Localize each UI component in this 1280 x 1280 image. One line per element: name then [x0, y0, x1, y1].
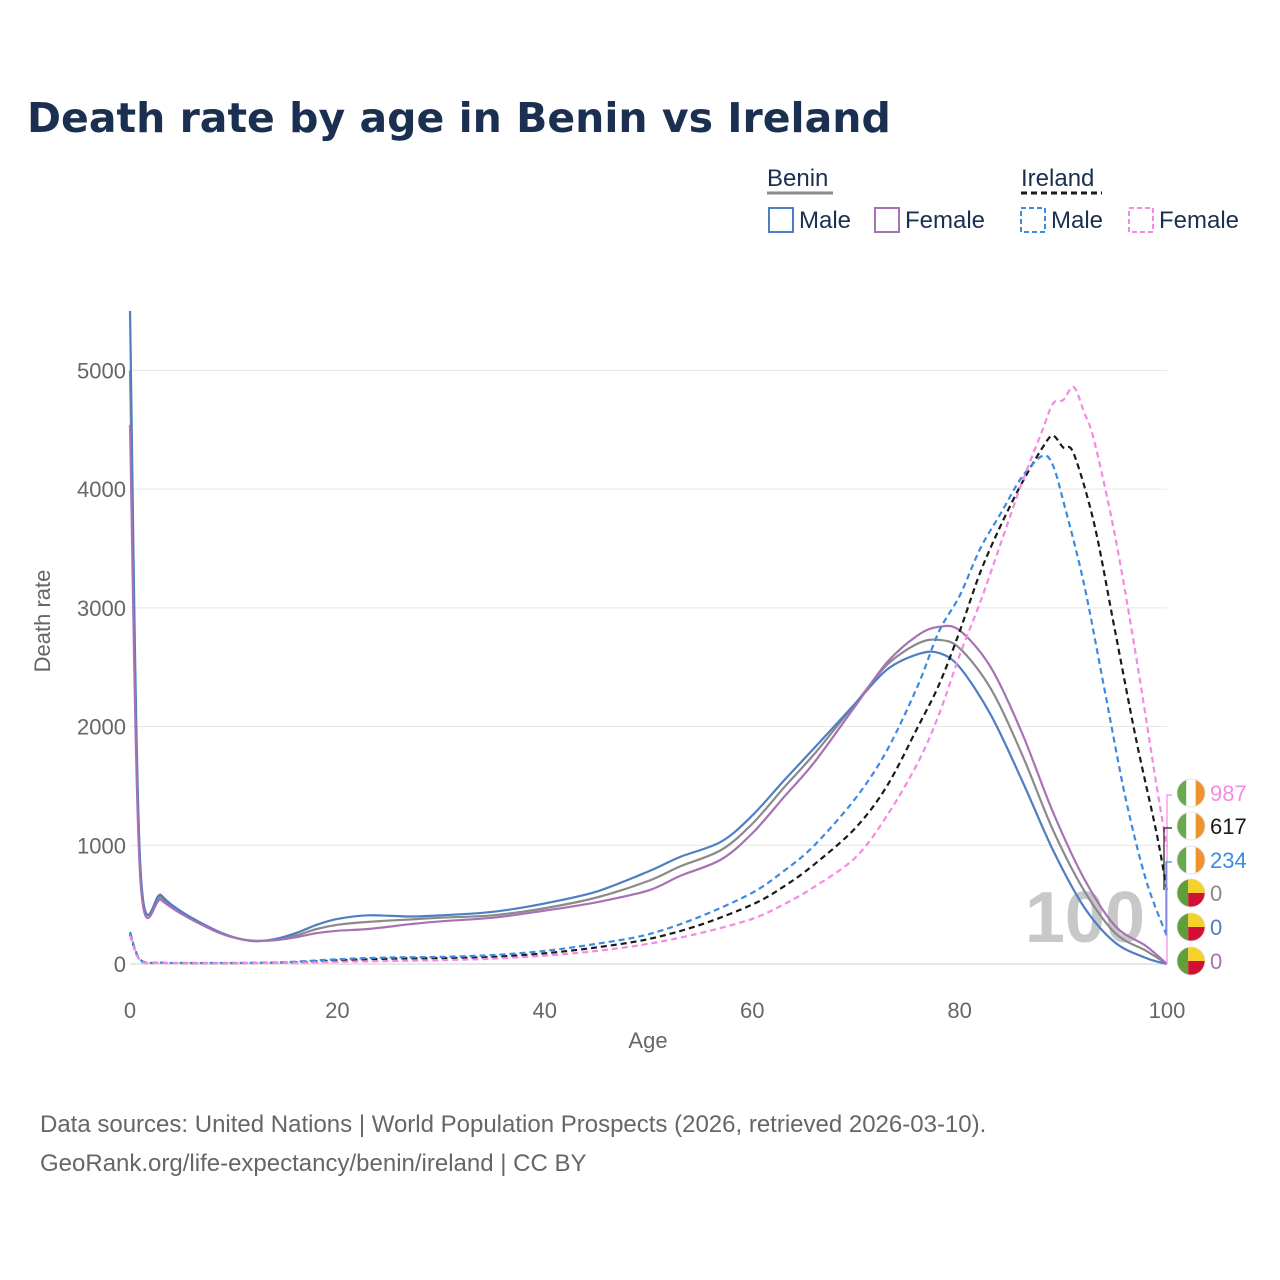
flag-stripe-green [1177, 879, 1189, 907]
legend-label-benin-male[interactable]: Male [799, 207, 851, 234]
flag-stripe-red [1188, 927, 1205, 941]
flag-stripe-white [1186, 812, 1196, 840]
x-tick-label-60: 60 [740, 998, 764, 1023]
x-axis-label: Age [628, 1028, 667, 1053]
ireland-flag-icon [1176, 811, 1206, 841]
end-value-label: 0 [1210, 915, 1222, 940]
flag-stripe-orange [1195, 846, 1205, 874]
x-tick-label-80: 80 [947, 998, 971, 1023]
legend: Benin Ireland Male Female Male Female [767, 165, 1239, 234]
flag-stripe-green [1177, 947, 1189, 975]
legend-label-ireland-male[interactable]: Male [1051, 207, 1103, 234]
flag-stripe-yellow [1188, 879, 1205, 893]
legend-label-ireland-female[interactable]: Female [1159, 207, 1239, 234]
benin-flag-icon [1176, 878, 1206, 908]
x-tick-label-20: 20 [325, 998, 349, 1023]
connector-ireland-female [1166, 794, 1172, 964]
flag-outline [1176, 878, 1206, 908]
flag-outline [1176, 778, 1206, 808]
flag-outline [1176, 811, 1206, 841]
series-line-ireland-male[interactable] [128, 454, 1169, 965]
gridlines [130, 369, 1167, 965]
y-tick-label-5000: 5000 [77, 358, 126, 383]
y-axis-label: Death rate [30, 570, 55, 673]
connector-ireland-total [1163, 827, 1172, 890]
flag-stripe-green [1177, 913, 1189, 941]
y-tick-label-1000: 1000 [77, 833, 126, 858]
flag-stripe-white [1186, 779, 1196, 807]
legend-swatch-benin-female[interactable] [874, 207, 900, 233]
flag-stripe-red [1188, 893, 1205, 907]
legend-swatch-ireland-female[interactable] [1128, 207, 1154, 233]
series-line-benin-total[interactable] [128, 370, 1168, 965]
legend-group-ireland: Ireland [1021, 165, 1094, 192]
flag-outline [1176, 946, 1206, 976]
y-tick-label-3000: 3000 [77, 596, 126, 621]
x-tick-label-40: 40 [533, 998, 557, 1023]
flag-stripe-green [1177, 779, 1187, 807]
end-value-label: 617 [1210, 814, 1247, 839]
legend-label-benin-female[interactable]: Female [905, 207, 985, 234]
source-line-2[interactable]: GeoRank.org/life-expectancy/benin/irelan… [40, 1150, 587, 1177]
flag-stripe-yellow [1188, 947, 1205, 961]
x-tick-label-0: 0 [124, 998, 136, 1023]
y-tick-label-0: 0 [114, 952, 126, 977]
flag-stripe-yellow [1188, 913, 1205, 927]
ireland-flag-icon [1176, 845, 1206, 875]
end-value-label: 0 [1210, 949, 1222, 974]
end-value-label: 987 [1210, 781, 1247, 806]
flag-stripe-orange [1195, 779, 1205, 807]
end-value-label: 234 [1210, 848, 1247, 873]
benin-flag-icon [1176, 912, 1206, 942]
end-value-label: 0 [1210, 881, 1222, 906]
ireland-flag-icon [1176, 778, 1206, 808]
series-line-benin-male[interactable] [128, 310, 1168, 966]
flag-stripe-green [1177, 812, 1187, 840]
flag-outline [1176, 912, 1206, 942]
flag-stripe-green [1177, 846, 1187, 874]
legend-swatch-ireland-male[interactable] [1020, 207, 1046, 233]
source-line-1: Data sources: United Nations | World Pop… [40, 1111, 986, 1138]
chart-title: Death rate by age in Benin vs Ireland [27, 94, 891, 142]
legend-group-benin: Benin [767, 165, 828, 192]
flag-stripe-orange [1195, 812, 1205, 840]
benin-flag-icon [1176, 946, 1206, 976]
y-tick-label-4000: 4000 [77, 477, 126, 502]
series-line-benin-female[interactable] [128, 424, 1168, 965]
flag-outline [1176, 845, 1206, 875]
legend-swatch-benin-male[interactable] [768, 207, 794, 233]
series-lines [128, 310, 1169, 966]
flag-stripe-white [1186, 846, 1196, 874]
series-line-ireland-female[interactable] [128, 385, 1169, 965]
y-tick-label-2000: 2000 [77, 715, 126, 740]
y-axis-ticks: 0 1000 2000 3000 4000 5000 [77, 358, 126, 977]
x-axis-ticks: 0 20 40 60 80 100 [124, 998, 1185, 1023]
x-tick-label-100: 100 [1149, 998, 1186, 1023]
flag-stripe-red [1188, 961, 1205, 975]
end-value-labels: 987 617 234 0 0 0 [1163, 778, 1247, 976]
connector-ireland-male [1165, 861, 1172, 935]
